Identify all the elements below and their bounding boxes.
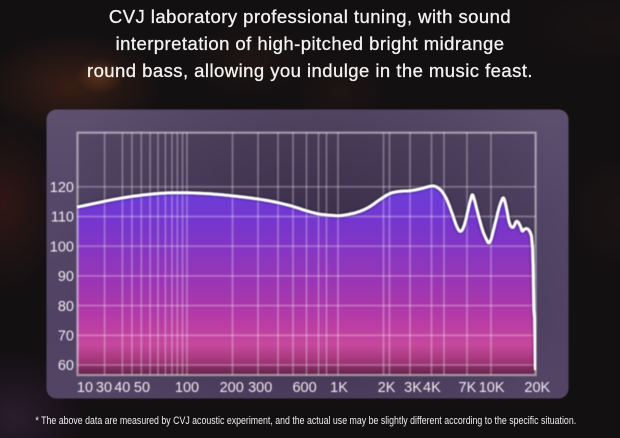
svg-text:200: 200 [220,380,244,396]
svg-text:100: 100 [50,239,74,255]
svg-text:100: 100 [175,380,199,396]
svg-text:10: 10 [77,380,93,396]
svg-text:120: 120 [50,180,74,196]
svg-text:7K: 7K [459,380,477,396]
svg-text:50: 50 [134,380,150,396]
svg-text:80: 80 [58,299,74,315]
svg-text:110: 110 [51,210,74,226]
svg-text:4K: 4K [423,380,441,396]
svg-text:600: 600 [292,380,316,396]
svg-text:1K: 1K [330,380,348,396]
svg-text:3K: 3K [404,380,422,396]
svg-text:300: 300 [248,380,272,396]
svg-text:10K: 10K [479,380,505,396]
svg-text:20K: 20K [524,380,550,396]
svg-text:60: 60 [58,358,74,374]
svg-text:90: 90 [58,269,74,285]
svg-text:2K: 2K [378,380,396,396]
svg-text:40: 40 [114,380,130,396]
svg-text:30: 30 [96,380,112,396]
svg-text:70: 70 [58,329,74,345]
